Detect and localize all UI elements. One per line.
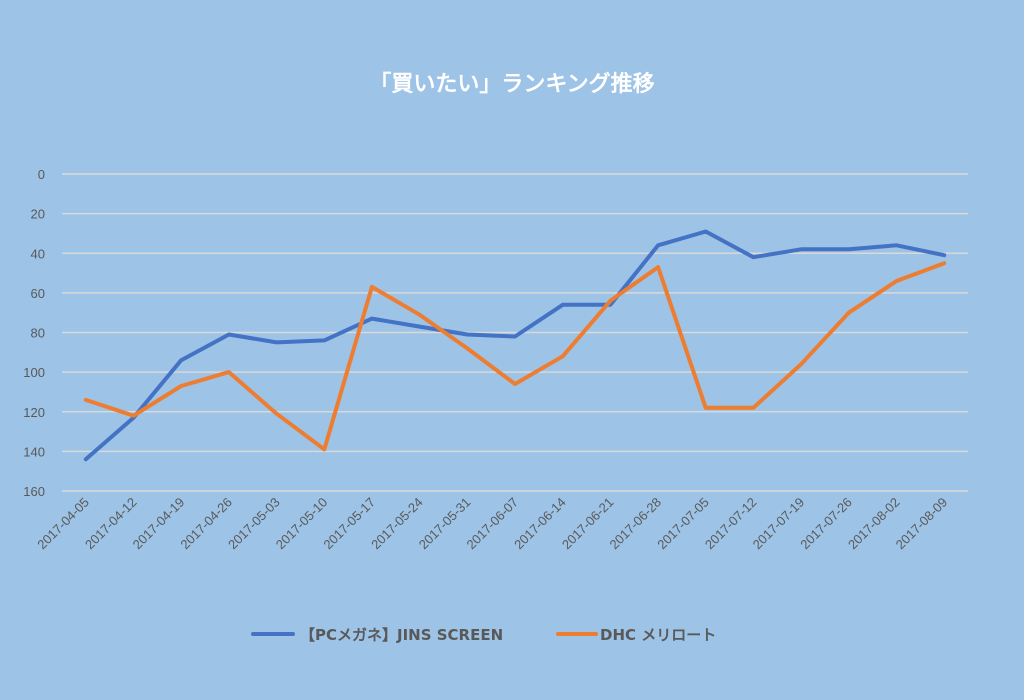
gridlines	[62, 173, 968, 492]
series-line-dhc	[83, 261, 947, 452]
y-tick-label: 100	[23, 365, 45, 380]
legend: 【PCメガネ】JINS SCREEN DHC メリロート	[251, 626, 716, 644]
x-axis-ticks: 2017-04-052017-04-122017-04-192017-04-26…	[34, 495, 950, 553]
legend-label-dhc: DHC メリロート	[600, 626, 716, 644]
y-tick-label: 120	[23, 405, 45, 420]
y-tick-label: 140	[23, 444, 45, 459]
y-tick-label: 60	[31, 286, 45, 301]
series-line-jins	[83, 229, 947, 462]
series-lines	[83, 229, 947, 462]
y-tick-label: 20	[31, 207, 45, 222]
y-tick-label: 80	[31, 326, 45, 341]
y-tick-label: 160	[23, 484, 45, 499]
legend-label-jins: 【PCメガネ】JINS SCREEN	[300, 626, 503, 644]
chart-title: 「買いたい」ランキング推移	[369, 71, 654, 97]
y-tick-label: 40	[31, 246, 45, 261]
y-tick-label: 0	[38, 167, 45, 182]
y-axis-ticks: 0 20 40 60 80 100 120 140 160	[23, 167, 45, 499]
x-tick-label: 2017-08-09	[893, 495, 951, 553]
